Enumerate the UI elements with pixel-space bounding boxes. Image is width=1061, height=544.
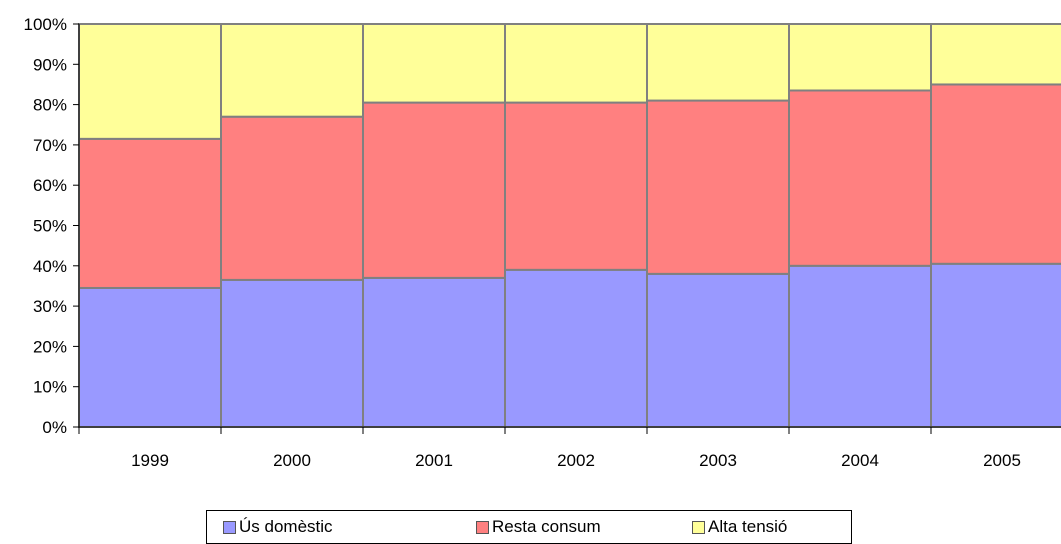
legend-item-alta-tensio: Alta tensió (692, 517, 787, 537)
y-tick-label: 10% (33, 378, 67, 397)
bar-segment-2005-series-2 (930, 23, 1061, 86)
y-tick-label: 40% (33, 257, 67, 276)
y-tick-label: 0% (42, 418, 67, 437)
legend-item-us-domestic: Ús domèstic (223, 517, 333, 537)
legend-swatch-alta-tensio (692, 520, 705, 534)
bar-segment-2000-series-1 (220, 115, 364, 281)
x-tick-label: 2000 (273, 451, 311, 470)
stacked-bar-chart: 0% 10% 20% 30% 40% 50% 60% 70% 80% 90% 100% 1999 20… (24, 15, 1061, 470)
x-tick-label: 2004 (841, 451, 879, 470)
bar-segment-2001-series-1 (362, 101, 506, 279)
x-axis-ticks: 1999 2000 2001 2002 2003 2004 2005 (78, 427, 1021, 470)
bar-segment-2004-series-2 (788, 23, 932, 92)
y-tick-label: 30% (33, 297, 67, 316)
legend-label-us-domestic: Ús domèstic (239, 517, 333, 536)
bar-segment-2002-series-1 (504, 101, 648, 271)
y-tick-label: 80% (33, 96, 67, 115)
legend-label-resta-consum: Resta consum (492, 517, 601, 536)
bar-segment-2004-series-1 (788, 89, 932, 267)
y-tick-label: 50% (33, 217, 67, 236)
x-tick-label: 2003 (699, 451, 737, 470)
bar-segment-2003-series-0 (646, 272, 790, 428)
bar-segment-2001-series-2 (362, 23, 506, 104)
bar-segment-2000-series-0 (220, 278, 364, 428)
x-tick-label: 2002 (557, 451, 595, 470)
bar-segment-1999-series-2 (78, 23, 222, 140)
y-tick-label: 70% (33, 136, 67, 155)
y-axis-ticks: 0% 10% 20% 30% 40% 50% 60% 70% 80% 90% 100% (24, 15, 79, 437)
bar-segment-2001-series-0 (362, 276, 506, 429)
bar-segment-2004-series-0 (788, 264, 932, 428)
x-tick-label: 2001 (415, 451, 453, 470)
legend-label-alta-tensio: Alta tensió (708, 517, 788, 536)
bar-segment-2000-series-2 (220, 23, 364, 118)
bar-segment-2002-series-2 (504, 23, 648, 104)
legend-swatch-resta-consum (476, 520, 489, 534)
bar-segment-1999-series-0 (78, 286, 222, 428)
y-tick-label: 60% (33, 176, 67, 195)
y-tick-label: 20% (33, 337, 67, 356)
x-tick-label: 1999 (131, 451, 169, 470)
y-tick-label: 90% (33, 55, 67, 74)
bar-segment-1999-series-1 (78, 137, 222, 289)
bar-segment-2005-series-1 (930, 83, 1061, 265)
bar-segment-2005-series-0 (930, 262, 1061, 428)
x-tick-label: 2005 (983, 451, 1021, 470)
legend: Ús domèstic Resta consum Alta tensió (206, 510, 852, 544)
legend-item-resta-consum: Resta consum (476, 517, 601, 537)
legend-swatch-us-domestic (223, 520, 236, 534)
bar-segment-2002-series-0 (504, 268, 648, 428)
bar-segment-2003-series-1 (646, 99, 790, 275)
bars-group (78, 23, 1061, 429)
y-tick-label: 100% (24, 15, 67, 34)
bar-segment-2003-series-2 (646, 23, 790, 102)
